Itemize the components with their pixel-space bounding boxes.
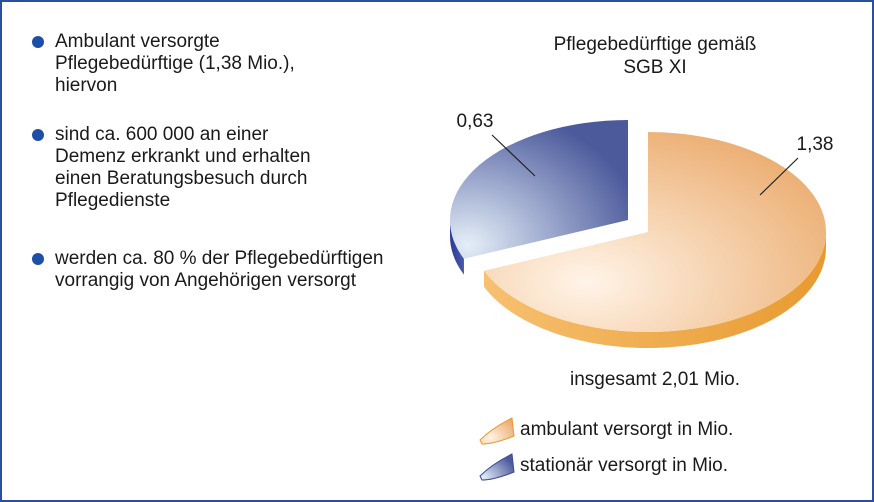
pie-side <box>450 220 464 275</box>
bullet-dot <box>32 129 44 141</box>
chart-title: SGB XI <box>623 57 686 78</box>
bullet-text: vorrangig von Angehörigen versorgt <box>55 270 357 291</box>
value-label: 0,63 <box>457 111 494 132</box>
chart-title: Pflegebedürftige gemäß <box>554 34 757 55</box>
leader-line <box>491 134 536 177</box>
legend-swatch <box>479 417 515 445</box>
bullet-text: einen Beratungsbesuch durch <box>55 168 307 189</box>
legend-label: ambulant versorgt in Mio. <box>520 419 733 440</box>
pie-slice <box>450 120 628 259</box>
bullet-text: Pflegedienste <box>55 190 170 211</box>
bullet-text: hiervon <box>55 75 117 96</box>
bullet-dot <box>32 253 44 265</box>
bullet-text: Ambulant versorgte <box>55 31 220 52</box>
legend-label: stationär versorgt in Mio. <box>520 455 728 476</box>
leader-line <box>759 157 799 196</box>
pie-side <box>483 232 826 348</box>
bullet-dot <box>32 36 44 48</box>
bullet-text: Demenz erkrankt und erhalten <box>55 146 311 167</box>
value-label: 1,38 <box>797 134 834 155</box>
pie-slice <box>483 132 826 332</box>
bullet-text: werden ca. 80 % der Pflegebedürftigen <box>54 248 384 269</box>
bullet-text: sind ca. 600 000 an einer <box>55 124 269 145</box>
annotation: insgesamt 2,01 Mio. <box>570 369 740 390</box>
bullet-text: Pflegebedürftige (1,38 Mio.), <box>55 53 295 74</box>
legend-swatch <box>479 453 515 481</box>
